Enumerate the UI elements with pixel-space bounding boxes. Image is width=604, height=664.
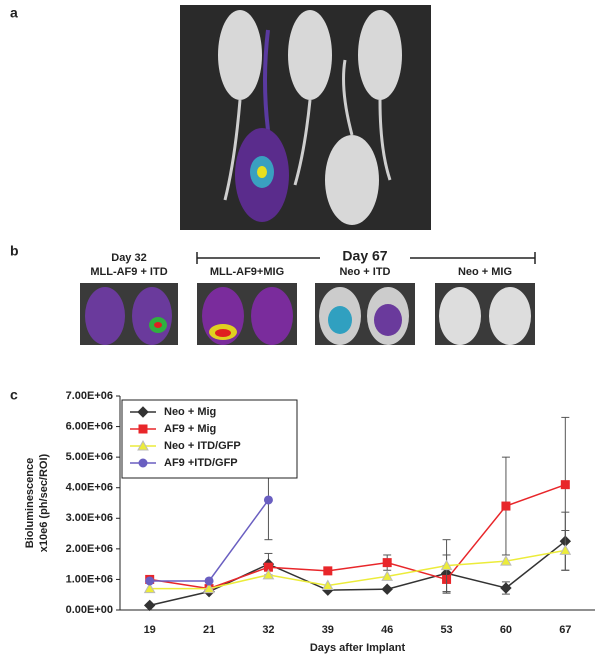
legend-label: AF9 +ITD/GFP (164, 457, 238, 469)
marker (137, 406, 149, 418)
line-chart: 0.00E+00 1.00E+06 2.00E+06 3.00E+06 4.00E+06… (24, 390, 595, 654)
legend-label: AF9 + Mig (164, 423, 216, 435)
mouse-images (80, 283, 535, 345)
x-tick-label: 39 (322, 624, 334, 636)
marker (323, 566, 333, 576)
marker (559, 544, 572, 555)
marker (500, 582, 512, 594)
legend-box (121, 399, 298, 479)
panel-label: c (10, 387, 18, 403)
y-tick-label: 7.00E+06 (66, 390, 113, 402)
x-tick-label: 60 (500, 624, 512, 636)
x-tick-label: 46 (381, 624, 393, 636)
marker (143, 599, 156, 612)
y-axis-label: Bioluminescence (24, 458, 36, 548)
marker (381, 570, 394, 581)
y-tick-label: 1.00E+06 (66, 573, 113, 585)
marker (501, 501, 511, 511)
marker (138, 424, 148, 434)
marker (203, 582, 215, 594)
panel-label: b (10, 243, 19, 259)
marker (137, 439, 149, 451)
x-tick-label: 32 (262, 624, 274, 636)
y-tick-label: 2.00E+06 (66, 543, 113, 555)
marker (263, 495, 273, 505)
x-tick-label: 21 (203, 624, 215, 636)
y-tick-label: 0.00E+00 (66, 604, 113, 616)
series-line (149, 483, 566, 590)
legend-label: Neo + Mig (164, 406, 216, 418)
marker (138, 458, 148, 468)
legend: Neo + Mig AF9 + Mig Neo + ITD/GFP AF9 +ITD/… (121, 399, 298, 479)
bracket (196, 252, 536, 264)
y-tick-label: 3.00E+06 (66, 512, 113, 524)
marker (560, 480, 570, 490)
y-axis-label: x10e6 (ph/sec/ROI) (38, 453, 50, 552)
x-axis-label: Days after Implant (310, 642, 406, 654)
marker (143, 582, 156, 594)
marker (204, 576, 214, 586)
group-label: MLL-AF9+MIG (210, 266, 284, 278)
marker (321, 579, 334, 591)
series-line (149, 549, 566, 590)
panel-label: a (10, 5, 18, 21)
series-line (149, 499, 270, 582)
legend-label: Neo + ITD/GFP (164, 440, 241, 452)
day-label: Day 32 (111, 252, 146, 264)
marker (381, 583, 393, 595)
y-tick-label: 6.00E+06 (66, 420, 113, 432)
group-label: Neo + ITD (339, 266, 390, 278)
group-label: MLL-AF9 + ITD (90, 266, 167, 278)
marker (262, 568, 275, 580)
day-label: Day 67 (342, 248, 387, 264)
mouse-image (180, 5, 431, 230)
y-tick-label: 5.00E+06 (66, 451, 113, 463)
marker (382, 558, 392, 568)
y-tick-label: 4.00E+06 (66, 482, 113, 494)
marker (500, 555, 512, 566)
marker (145, 576, 155, 586)
x-tick-label: 53 (440, 624, 452, 636)
x-tick-label: 19 (144, 624, 156, 636)
group-label: Neo + MIG (458, 266, 512, 278)
x-tick-label: 67 (559, 624, 571, 636)
marker (440, 559, 453, 571)
series-line (149, 540, 566, 607)
